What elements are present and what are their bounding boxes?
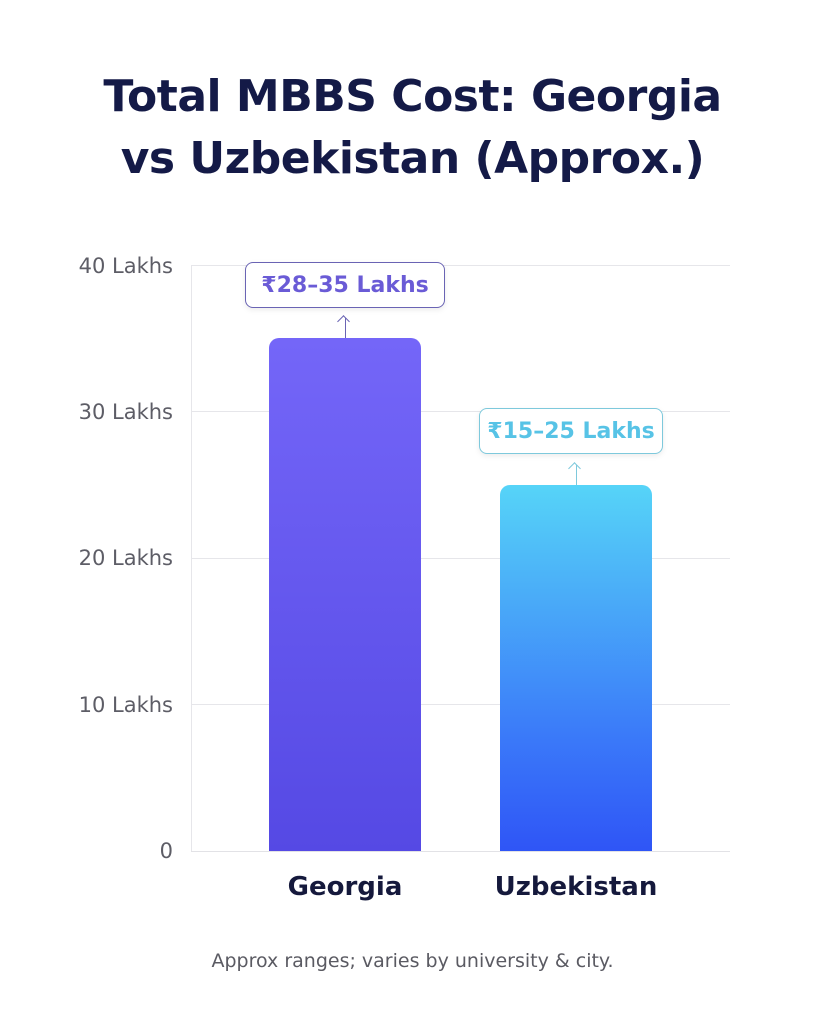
bar-georgia [269,338,421,851]
chart-title-line-2: vs Uzbekistan (Approx.) [120,133,705,184]
footnote: Approx ranges; varies by university & ci… [211,950,614,972]
gridline-30 [191,411,730,412]
y-axis-line [191,265,192,851]
y-tick-40: 40 Lakhs [78,254,173,278]
callout-uzbekistan: ₹15–25 Lakhs [479,408,663,454]
gridline-20 [191,558,730,559]
x-label-georgia: Georgia [287,872,403,902]
gridline-40 [191,265,730,266]
x-axis-line [191,851,730,852]
callout-georgia: ₹28–35 Lakhs [245,262,445,308]
chart-title: Total MBBS Cost: Georgia vs Uzbekistan (… [0,66,825,190]
y-tick-10: 10 Lakhs [78,693,173,717]
gridline-10 [191,704,730,705]
y-tick-20: 20 Lakhs [78,546,173,570]
y-tick-30: 30 Lakhs [78,400,173,424]
y-tick-0: 0 [159,839,173,863]
bar-uzbekistan [500,485,652,851]
x-label-uzbekistan: Uzbekistan [494,872,658,902]
plot-area: ₹28–35 Lakhs ₹15–25 Lakhs [191,262,730,852]
chart-title-line-1: Total MBBS Cost: Georgia [103,71,722,122]
